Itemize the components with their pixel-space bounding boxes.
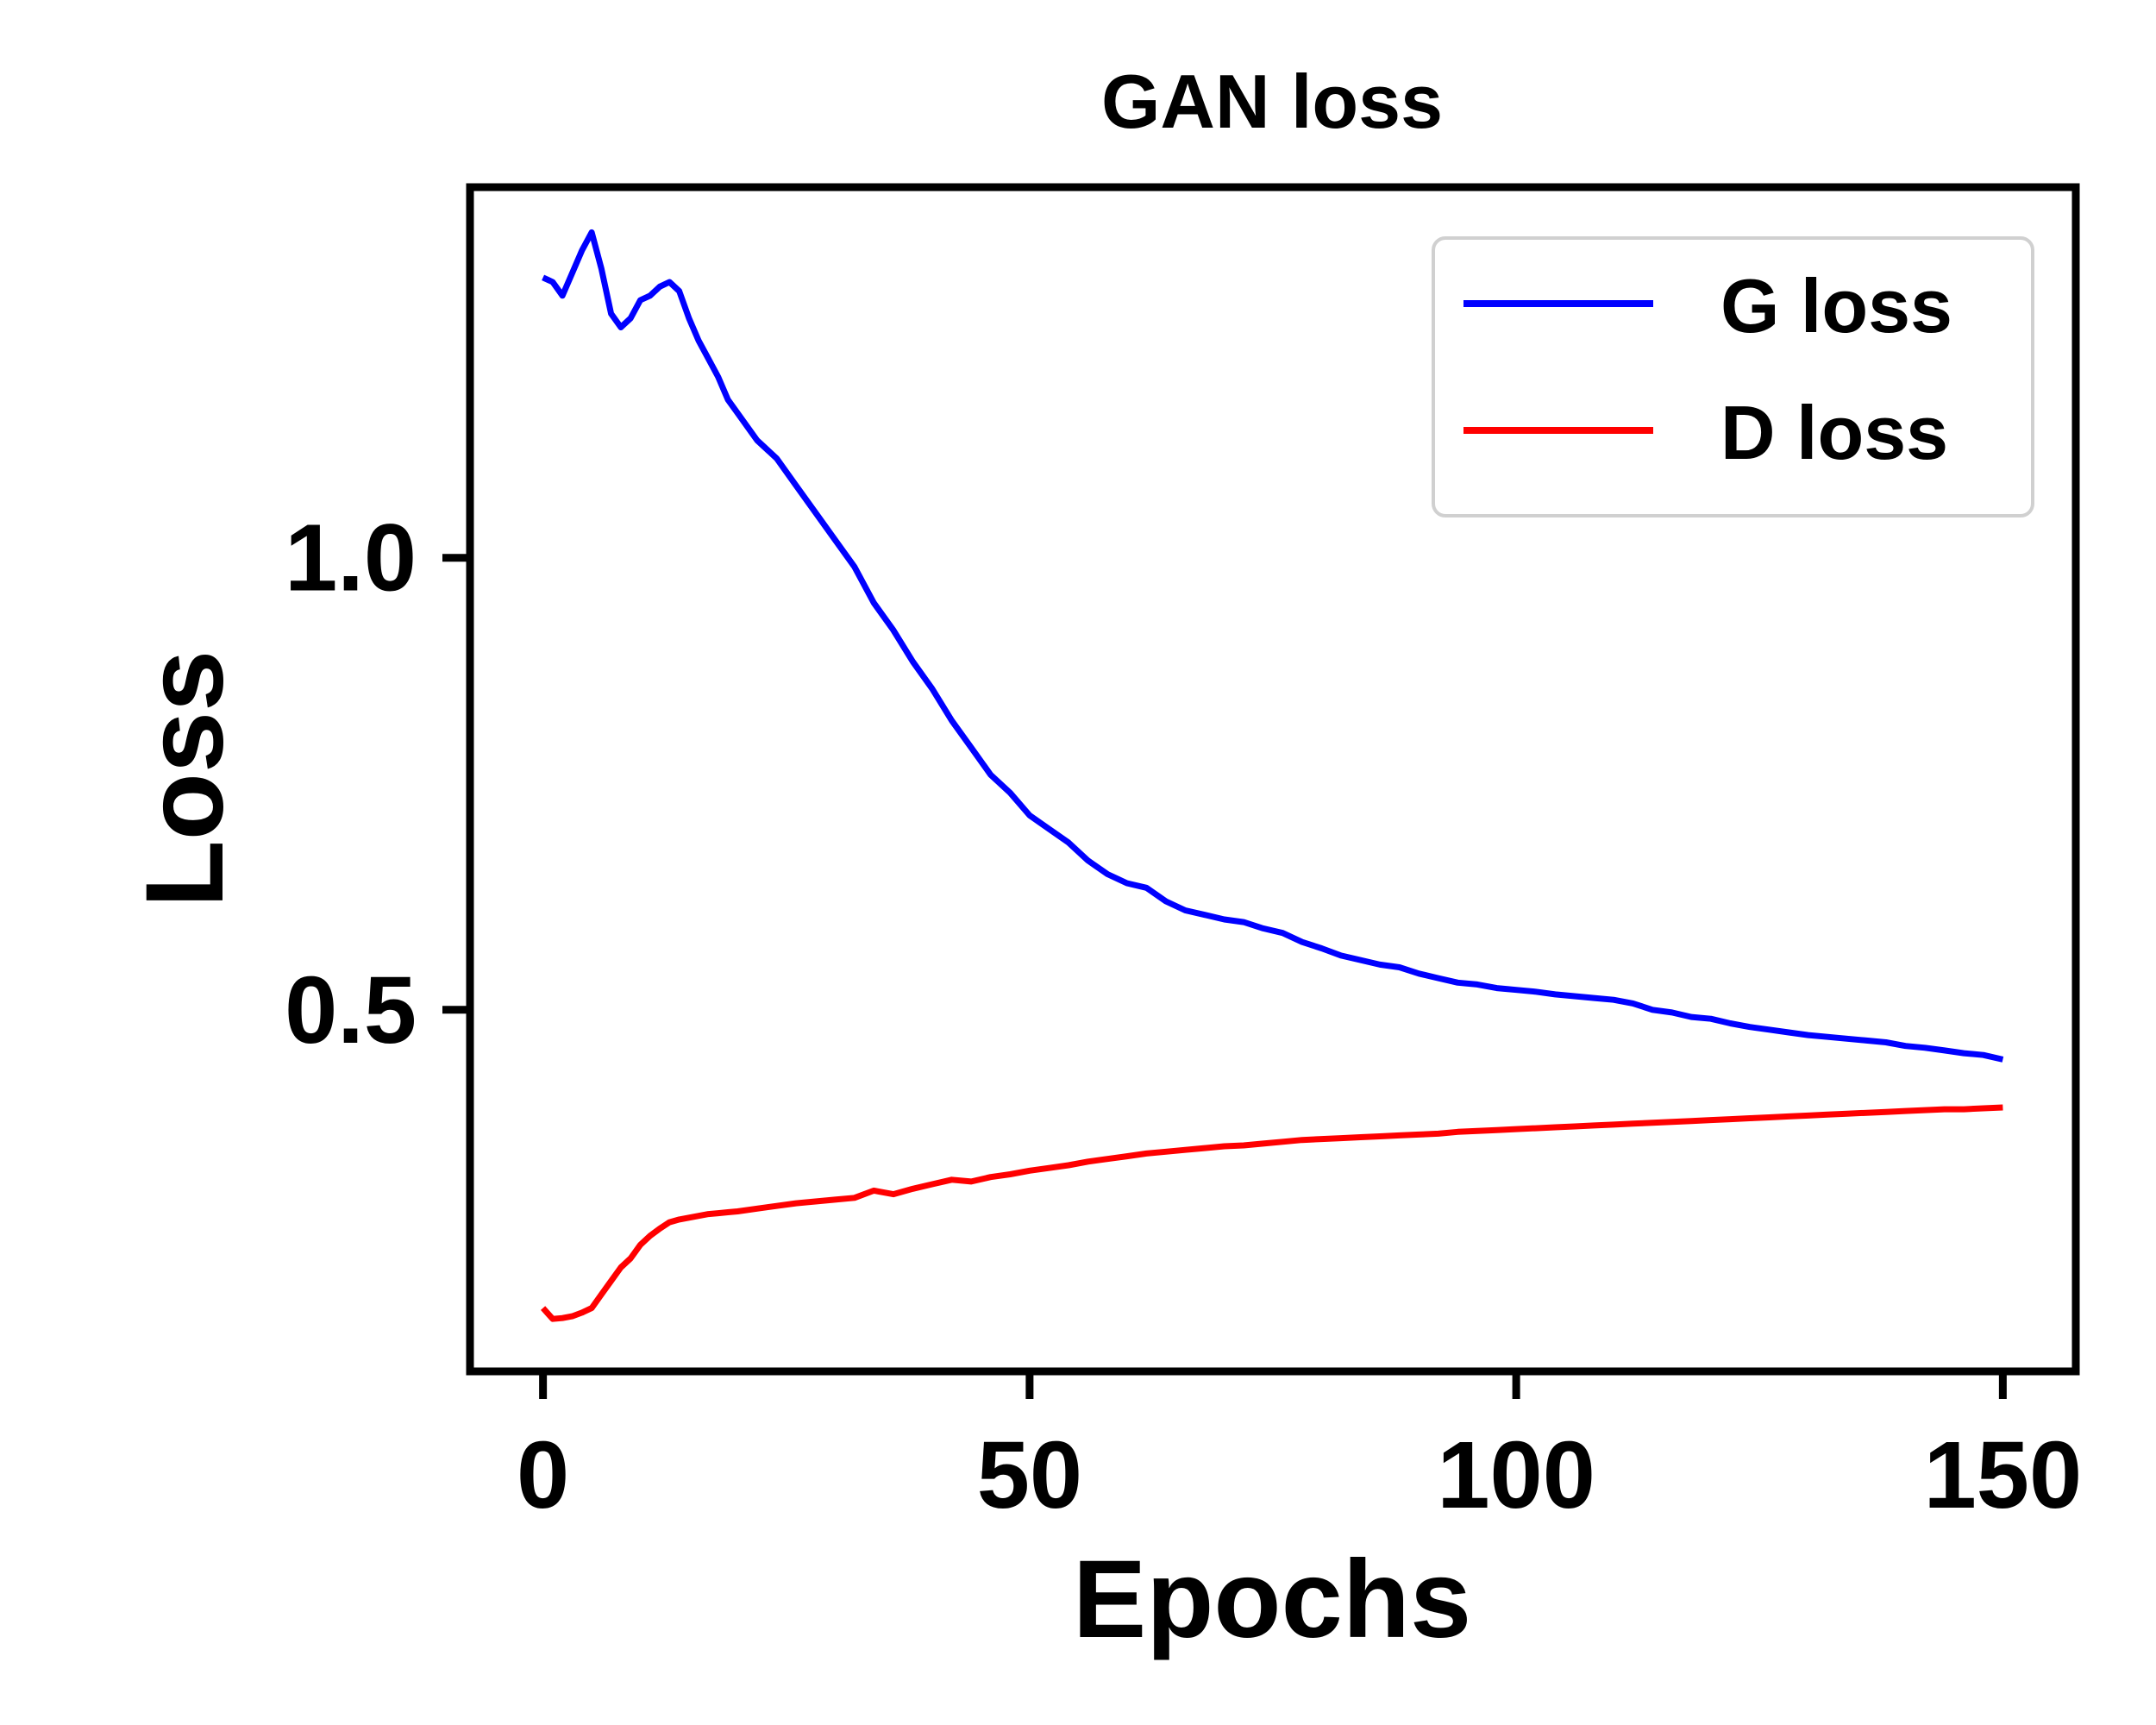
legend-label-d-loss: D loss [1720,390,1948,475]
series-lines [540,229,2004,1322]
y-tick-label: 0.5 [285,957,417,1063]
x-tick-label: 0 [517,1422,569,1528]
legend: G loss D loss [1432,236,2034,518]
x-axis-title: Epochs [1073,1538,1471,1661]
x-tick-label: 50 [977,1422,1082,1528]
x-tick-label: 150 [1924,1422,2083,1528]
legend-box [1432,236,2034,518]
chart-title: GAN loss [1101,59,1443,144]
x-tick-label: 100 [1437,1422,1595,1528]
series-line-d-loss [540,1104,2003,1322]
y-tick-label: 1.0 [285,505,417,612]
axis-ticks: 0 50 100 150 0.5 1.0 [285,505,2082,1528]
plot-area-frame [466,183,2080,1376]
series-line-g-loss [542,229,2004,1063]
legend-label-g-loss: G loss [1720,263,1952,348]
y-axis-title: Loss [123,650,247,908]
